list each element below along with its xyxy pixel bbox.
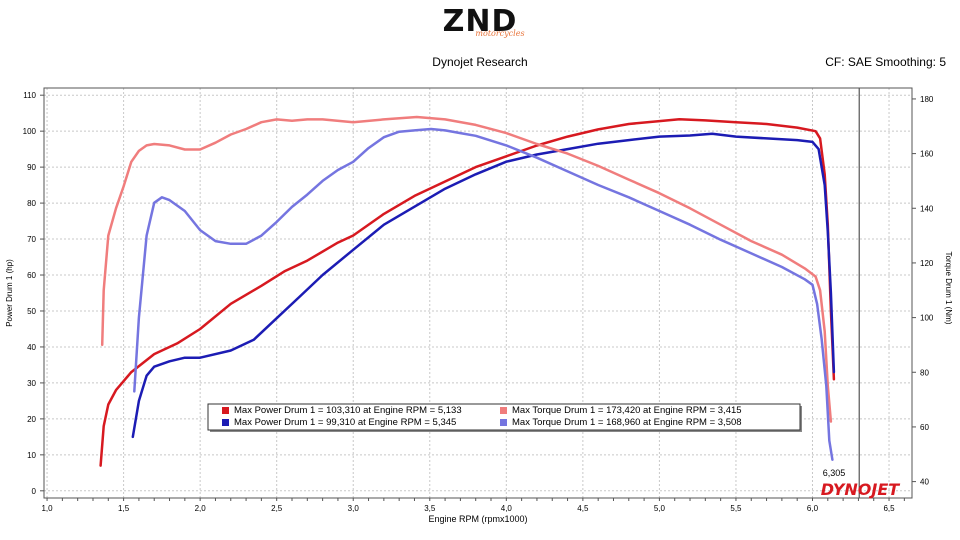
y-left-tick-label: 30 xyxy=(27,379,36,388)
y-right-tick-label: 100 xyxy=(920,314,934,323)
logo-subtext: motorcycles xyxy=(475,29,525,38)
dynojet-watermark: DYNOJET xyxy=(821,480,901,499)
x-tick-label: 6,5 xyxy=(883,504,895,513)
y-left-tick-label: 40 xyxy=(27,343,36,352)
axis-ticks: 1,0 1,5 2,0 2,5 3,0 3,5 4,0 4,5 5,0 5,5 6,0 6,5 0 10 2… xyxy=(23,91,934,513)
logo-text: ZND xyxy=(442,4,518,39)
y-left-tick-label: 80 xyxy=(27,199,36,208)
legend-entry-label: Max Torque Drum 1 = 173,420 at Engine RP… xyxy=(512,405,742,416)
series-line xyxy=(100,115,833,423)
x-tick-label: 5,5 xyxy=(730,504,742,513)
x-tick-label: 5,0 xyxy=(654,504,666,513)
series-line xyxy=(133,127,834,461)
y-left-tick-label: 90 xyxy=(27,163,36,172)
znd-logo: ZND motorcycles xyxy=(380,4,580,39)
y-right-tick-label: 120 xyxy=(920,259,934,268)
y-left-tick-label: 20 xyxy=(27,415,36,424)
legend-swatch xyxy=(500,419,507,426)
y-right-tick-label: 40 xyxy=(920,478,929,487)
x-tick-label: 3,0 xyxy=(348,504,360,513)
series-line xyxy=(131,132,836,439)
chart-subtitle: Dynojet Research xyxy=(432,55,528,69)
legend-swatch xyxy=(500,407,507,414)
y-left-tick-label: 50 xyxy=(27,307,36,316)
y-left-tick-label: 100 xyxy=(23,127,37,136)
y-right-tick-label: 160 xyxy=(920,150,934,159)
rpm-marker-label: 6,305 xyxy=(823,468,846,478)
y-axis-left-label: Power Drum 1 (hp) xyxy=(5,259,14,327)
y-left-tick-label: 10 xyxy=(27,451,36,460)
correction-factor-info: CF: SAE Smoothing: 5 xyxy=(825,55,946,69)
y-right-tick-label: 80 xyxy=(920,368,929,377)
legend-swatch xyxy=(222,419,229,426)
plot-frame xyxy=(43,87,913,499)
y-left-tick-label: 70 xyxy=(27,235,36,244)
x-tick-label: 2,0 xyxy=(195,504,207,513)
x-tick-label: 1,0 xyxy=(41,504,53,513)
x-tick-label: 4,5 xyxy=(577,504,589,513)
x-tick-label: 3,5 xyxy=(424,504,436,513)
y-right-tick-label: 140 xyxy=(920,204,934,213)
x-tick-label: 2,5 xyxy=(271,504,283,513)
legend: Max Power Drum 1 = 103,310 at Engine RPM… xyxy=(207,403,802,432)
x-axis-label: Engine RPM (rpmx1000) xyxy=(428,514,527,524)
legend-entry-label: Max Power Drum 1 = 99,310 at Engine RPM … xyxy=(234,417,456,428)
grid-lines xyxy=(44,88,912,498)
y-right-tick-label: 180 xyxy=(920,95,934,104)
data-series xyxy=(99,115,836,467)
legend-swatch xyxy=(222,407,229,414)
y-right-tick-label: 60 xyxy=(920,423,929,432)
x-tick-label: 6,0 xyxy=(807,504,819,513)
x-tick-label: 1,5 xyxy=(118,504,130,513)
y-left-tick-label: 0 xyxy=(32,487,37,496)
legend-entry-label: Max Power Drum 1 = 103,310 at Engine RPM… xyxy=(234,405,462,416)
series-line xyxy=(99,118,836,467)
x-tick-label: 4,0 xyxy=(501,504,513,513)
y-left-tick-label: 110 xyxy=(23,91,36,100)
legend-entry-label: Max Torque Drum 1 = 168,960 at Engine RP… xyxy=(512,417,742,428)
y-axis-right-label: Torque Drum 1 (Nm) xyxy=(944,252,953,325)
y-left-tick-label: 60 xyxy=(27,271,36,280)
